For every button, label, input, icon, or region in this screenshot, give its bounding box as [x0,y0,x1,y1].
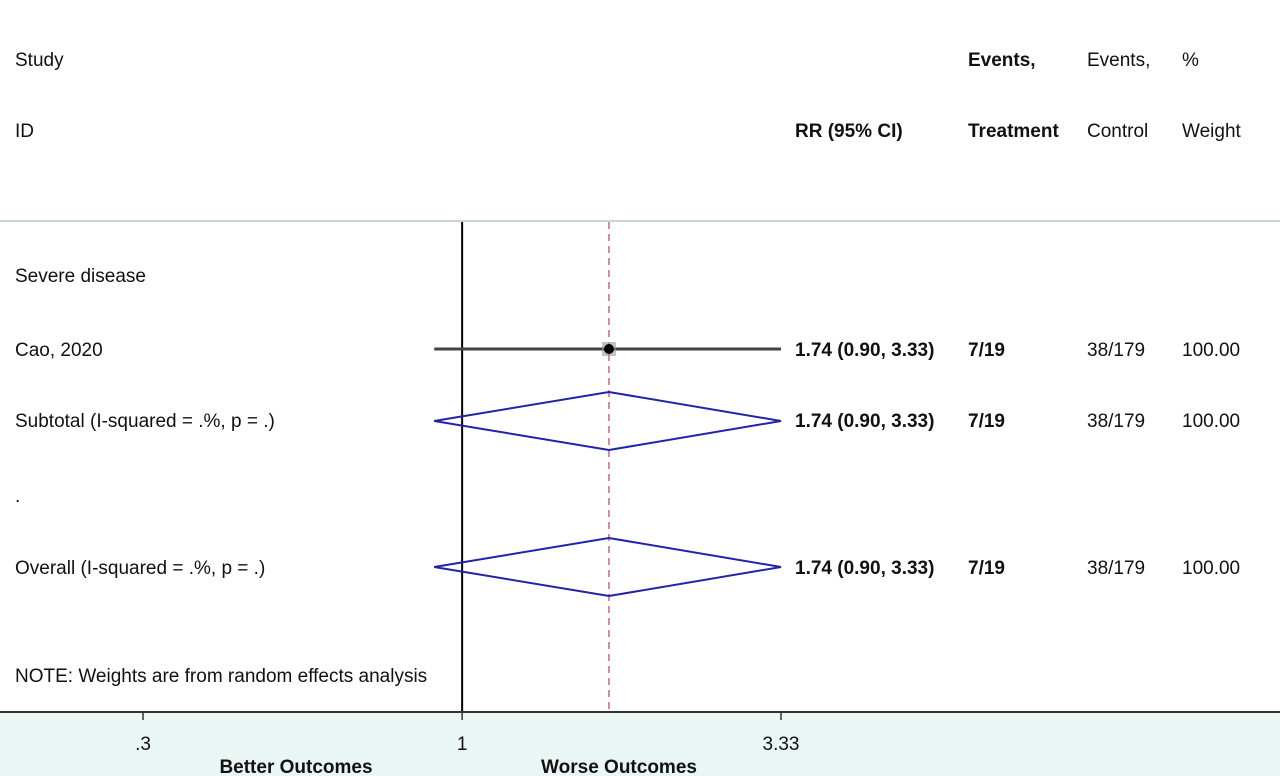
header-events-treatment-2: Treatment [968,121,1059,142]
weight-study: 100.00 [1182,340,1240,361]
axis-band [0,712,1280,776]
x-axis-left-label: Better Outcomes [219,757,372,776]
header-id: ID [15,121,34,142]
footnote: NOTE: Weights are from random effects an… [15,666,427,687]
row-label-subtotal: Subtotal (I-squared = .%, p = .) [15,411,275,432]
header-events-control-1: Events, [1087,50,1150,71]
x-tick-label: 1 [457,734,468,755]
header-events-control-2: Control [1087,121,1148,142]
row-label-spacer: . [15,486,20,507]
row-label-group: Severe disease [15,266,146,287]
header-weight-2: Weight [1182,121,1242,142]
events-control-overall: 38/179 [1087,558,1145,579]
x-axis-ticks: .3 1 3.33 [135,712,799,755]
header-events-treatment-1: Events, [968,50,1036,71]
rr-study: 1.74 (0.90, 3.33) [795,340,934,361]
weight-subtotal: 100.00 [1182,411,1240,432]
x-tick-label: .3 [135,734,151,755]
events-treatment-overall: 7/19 [968,558,1005,579]
x-axis-right-label: Worse Outcomes [541,757,697,776]
events-control-subtotal: 38/179 [1087,411,1145,432]
subtotal-diamond [434,390,782,452]
row-label-study: Cao, 2020 [15,340,103,361]
row-label-overall: Overall (I-squared = .%, p = .) [15,558,265,579]
study-point-estimate [603,344,614,354]
weight-overall: 100.00 [1182,558,1240,579]
rr-overall: 1.74 (0.90, 3.33) [795,558,934,579]
events-treatment-study: 7/19 [968,340,1005,361]
header-rr: RR (95% CI) [795,121,903,142]
header-weight-1: % [1182,50,1199,71]
rr-subtotal: 1.74 (0.90, 3.33) [795,411,934,432]
header-study: Study [15,50,64,71]
events-control-study: 38/179 [1087,340,1145,361]
events-treatment-subtotal: 7/19 [968,411,1005,432]
x-tick-label: 3.33 [763,734,800,755]
overall-diamond [434,536,782,598]
